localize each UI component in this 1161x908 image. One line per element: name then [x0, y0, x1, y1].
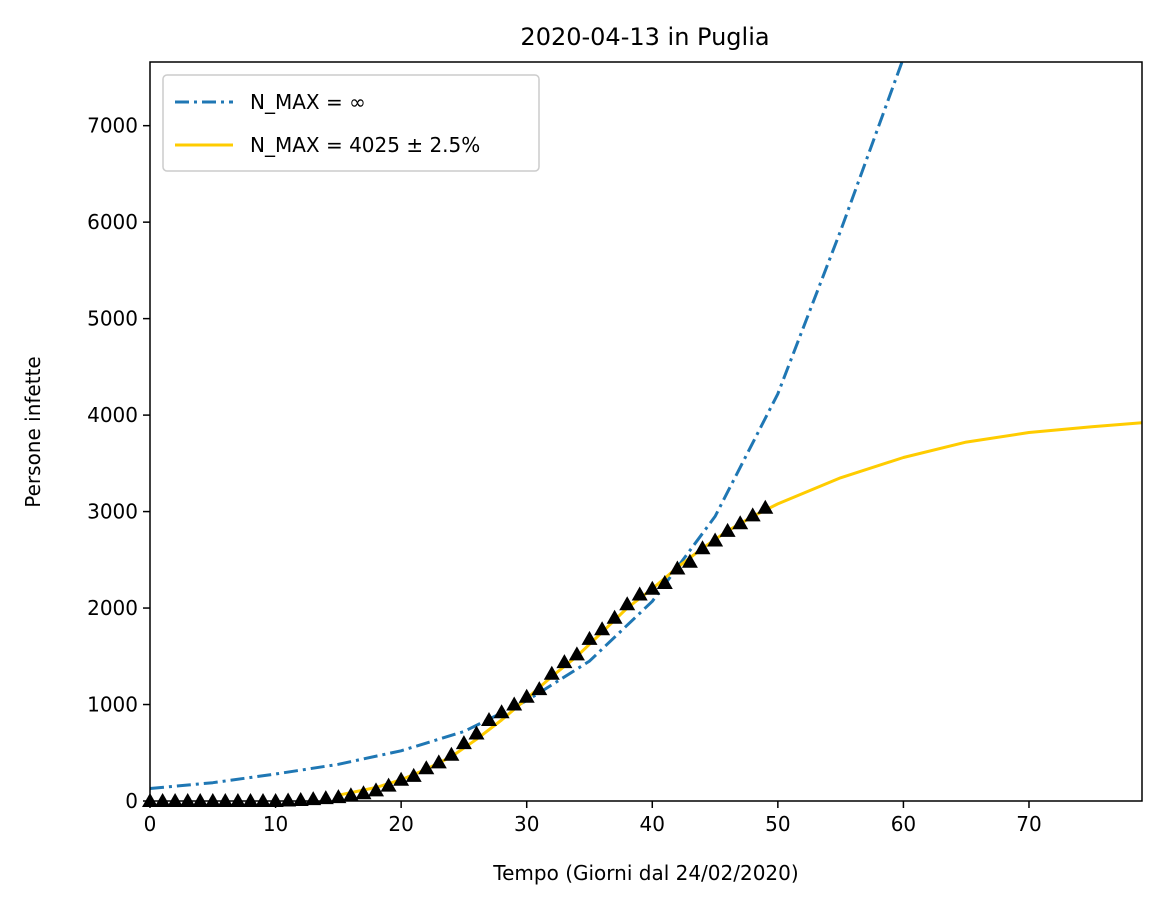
plot-frame: [149, 61, 1143, 802]
data-point-44: [694, 540, 711, 555]
data-point-21: [405, 767, 422, 782]
data-point-35: [581, 630, 598, 645]
data-point-49: [757, 499, 774, 514]
data-point-34: [568, 646, 585, 661]
data-point-9: [255, 793, 271, 807]
y-tick-label-2: 2000: [87, 596, 138, 620]
y-tick-label-4: 4000: [87, 403, 138, 427]
data-point-19: [380, 777, 397, 792]
x-tick-label-1: 10: [263, 812, 288, 836]
data-point-28: [493, 704, 510, 719]
x-tick-label-3: 30: [514, 812, 539, 836]
y-tick-label-6: 6000: [87, 210, 138, 234]
data-point-46: [719, 522, 736, 537]
data-point-32: [543, 665, 560, 680]
data-point-38: [619, 596, 636, 611]
x-tick-label-6: 60: [891, 812, 916, 836]
x-axis-label: Tempo (Giorni dal 24/02/2020): [492, 861, 798, 885]
data-point-17: [355, 785, 372, 800]
data-point-48: [744, 507, 761, 522]
data-point-43: [681, 553, 698, 568]
data-point-33: [556, 654, 573, 669]
legend: N_MAX = ∞ N_MAX = 4025 ± 2.5%: [162, 74, 540, 172]
data-point-16: [342, 787, 359, 802]
data-point-26: [468, 725, 485, 740]
data-point-40: [644, 580, 661, 595]
y-tick-label-3: 3000: [87, 500, 138, 524]
x-tick-label-0: 0: [144, 812, 157, 836]
chart-title: 2020-04-13 in Puglia: [520, 23, 769, 51]
data-point-15: [330, 789, 347, 804]
data-point-2: [167, 793, 184, 807]
y-tick-label-7: 7000: [87, 114, 138, 138]
data-point-7: [229, 793, 246, 807]
data-point-37: [606, 609, 623, 624]
x-tick-label-2: 20: [388, 812, 413, 836]
data-point-22: [418, 760, 435, 775]
legend-label-0: N_MAX = ∞: [250, 90, 366, 114]
data-point-11: [280, 792, 297, 807]
y-tick-label-1: 1000: [87, 693, 138, 717]
data-point-18: [368, 782, 384, 797]
x-tick-label-4: 40: [640, 812, 665, 836]
x-tick-label-5: 50: [765, 812, 790, 836]
data-point-24: [443, 746, 460, 761]
y-tick-label-5: 5000: [87, 307, 138, 331]
x-axis: 0 10 20 30 40 50 60 70: [144, 801, 1042, 836]
legend-label-1: N_MAX = 4025 ± 2.5%: [250, 133, 480, 157]
legend-box: [162, 74, 540, 172]
data-point-25: [455, 735, 472, 750]
data-point-5: [204, 793, 221, 807]
data-point-12: [292, 792, 309, 806]
y-tick-label-0: 0: [125, 789, 138, 813]
data-point-8: [242, 793, 259, 807]
data-point-36: [594, 621, 611, 636]
data-point-27: [481, 712, 497, 726]
data-point-39: [631, 586, 648, 601]
data-point-30: [518, 688, 535, 703]
data-point-42: [669, 560, 686, 575]
data-point-3: [179, 793, 196, 807]
data-point-41: [656, 575, 673, 589]
data-point-4: [192, 793, 209, 807]
data-point-6: [217, 793, 234, 807]
data-point-29: [506, 696, 523, 711]
data-point-10: [267, 793, 284, 807]
y-axis-label: Persone infette: [21, 356, 45, 507]
data-point-1: [154, 793, 171, 807]
x-tick-label-7: 70: [1016, 812, 1041, 836]
data-point-45: [707, 532, 724, 547]
data-point-20: [393, 771, 410, 786]
data-point-23: [430, 754, 447, 769]
marker-layer: [142, 499, 774, 807]
y-axis: 0 1000 2000 3000 4000 5000 6000 7000: [87, 114, 150, 813]
data-point-47: [732, 515, 749, 530]
data-point-31: [531, 681, 548, 696]
